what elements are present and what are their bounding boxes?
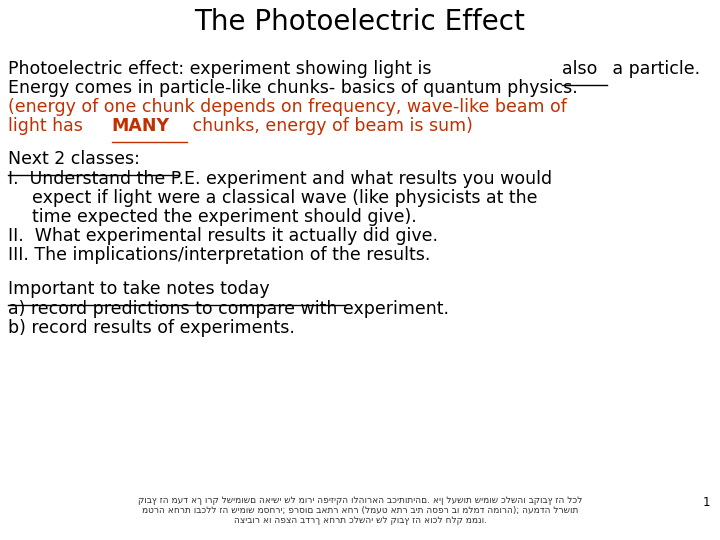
Text: a particle.: a particle. <box>607 60 701 78</box>
Text: expect if light were a classical wave (like physicists at the: expect if light were a classical wave (l… <box>32 189 538 207</box>
Text: Energy comes in particle-like chunks- basics of quantum physics.: Energy comes in particle-like chunks- ba… <box>8 79 577 97</box>
Text: III. The implications/interpretation of the results.: III. The implications/interpretation of … <box>8 246 431 264</box>
Text: chunks, energy of beam is sum): chunks, energy of beam is sum) <box>186 117 472 135</box>
Text: Next 2 classes:: Next 2 classes: <box>8 150 140 168</box>
Text: קובץ זה מעד אך ורק לשימושם האישי של מורי הפיזיקה ולהוראה בכיתותיהם. אין לעשות שי: קובץ זה מעד אך ורק לשימושם האישי של מורי… <box>138 496 582 505</box>
Text: a) record predictions to compare with experiment.: a) record predictions to compare with ex… <box>8 300 449 318</box>
Text: time expected the experiment should give).: time expected the experiment should give… <box>32 208 417 226</box>
Text: b) record results of experiments.: b) record results of experiments. <box>8 319 295 337</box>
Text: הציבור או הפצה בדרך אחרת כלשהי של קובץ זה אוכל חלק ממנו.: הציבור או הפצה בדרך אחרת כלשהי של קובץ ז… <box>233 516 487 525</box>
Text: The Photoelectric Effect: The Photoelectric Effect <box>194 8 526 36</box>
Text: light has: light has <box>8 117 89 135</box>
Text: Important to take notes today: Important to take notes today <box>8 280 269 298</box>
Text: מטרה אחרת ובכלל זה שימוש מסחרי; פרסום באתר אחר (למעט אתר בית הספר בו מלמד המורה): מטרה אחרת ובכלל זה שימוש מסחרי; פרסום בא… <box>142 506 578 515</box>
Text: II.  What experimental results it actually did give.: II. What experimental results it actuall… <box>8 227 438 245</box>
Text: Photoelectric effect: experiment showing light is: Photoelectric effect: experiment showing… <box>8 60 437 78</box>
Text: 1: 1 <box>703 496 710 509</box>
Text: MANY: MANY <box>112 117 170 135</box>
Text: also: also <box>562 60 597 78</box>
Text: I.  Understand the P.E. experiment and what results you would: I. Understand the P.E. experiment and wh… <box>8 170 552 188</box>
Text: (energy of one chunk depends on frequency, wave-like beam of: (energy of one chunk depends on frequenc… <box>8 98 567 116</box>
